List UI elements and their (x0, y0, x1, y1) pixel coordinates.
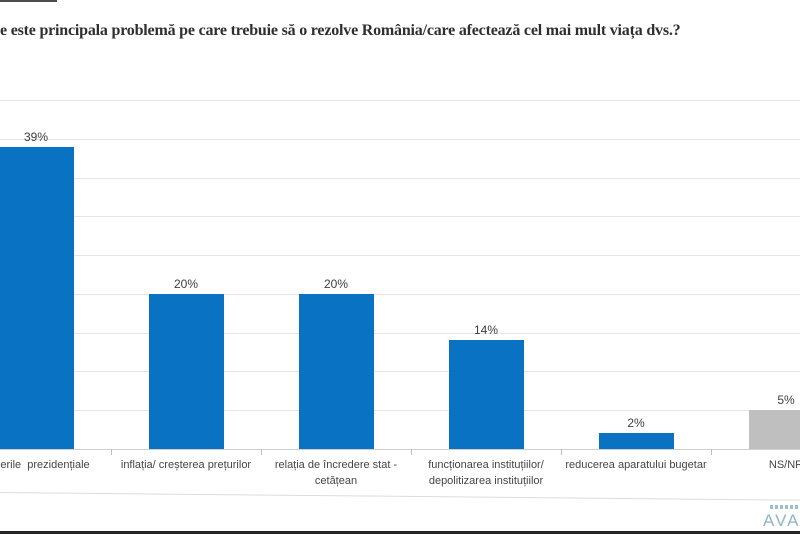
value-label-1: 39% (23, 129, 49, 144)
gridline-5pct (0, 410, 800, 412)
bar-4 (448, 340, 524, 449)
category-label-line: depolitizarea instituțiilor (428, 475, 544, 487)
x-axis-tick (711, 449, 712, 455)
chart-title: e este principala problemă pe care trebu… (0, 22, 681, 39)
x-axis-tick (261, 449, 262, 455)
bar-1 (0, 146, 74, 449)
category-label-4: funcționarea instituțiilor/depolitizarea… (411, 457, 561, 489)
category-label-6: NS/NR (711, 457, 800, 473)
logo-text: AVAN (763, 511, 800, 530)
bar-2 (148, 293, 224, 449)
category-label-line: reducerea aparatului bugetar (565, 459, 707, 471)
avangarde-logo: AVAN (763, 505, 800, 531)
logo-tagline (770, 505, 800, 509)
x-axis-tick (561, 449, 562, 455)
value-label-4: 14% (473, 323, 499, 338)
category-label-2: inflația/ creșterea prețurilor (111, 457, 261, 473)
bar-3 (298, 293, 374, 449)
gridline-10pct (0, 371, 800, 373)
gridline-30pct (0, 216, 800, 218)
value-label-3: 20% (323, 276, 349, 291)
value-label-2: 20% (173, 276, 199, 291)
category-label-line: funcționarea instituțiilor/ (428, 459, 544, 471)
x-axis-tick (111, 449, 112, 455)
page-border-fragment (0, 0, 57, 2)
category-label-5: reducerea aparatului bugetar (561, 457, 711, 473)
value-label-5: 2% (627, 416, 645, 431)
x-axis-tick (411, 449, 412, 455)
gridline-20pct (0, 293, 800, 295)
category-label-line: cetățean (314, 475, 358, 487)
bar-6 (748, 410, 800, 449)
gridline-15pct (0, 332, 800, 334)
category-label-line: erile prezidențiale (0, 459, 90, 471)
category-label-line: inflația/ creșterea prețurilor (120, 459, 252, 471)
category-label-1: erile prezidențiale (0, 457, 120, 473)
category-label-line: NS/NR (768, 459, 800, 471)
category-label-3: relația de încredere stat - cetățean (261, 457, 411, 489)
category-label-line: relația de încredere stat - (274, 459, 398, 471)
value-label-6: 5% (777, 393, 795, 408)
gridline-35pct (0, 177, 800, 179)
bar-5 (598, 433, 674, 449)
x-axis-line (0, 449, 800, 450)
gridline-25pct (0, 255, 800, 257)
gridline-45pct (0, 100, 800, 101)
gridline-40pct (0, 138, 800, 140)
page-border-bottom (0, 531, 800, 534)
